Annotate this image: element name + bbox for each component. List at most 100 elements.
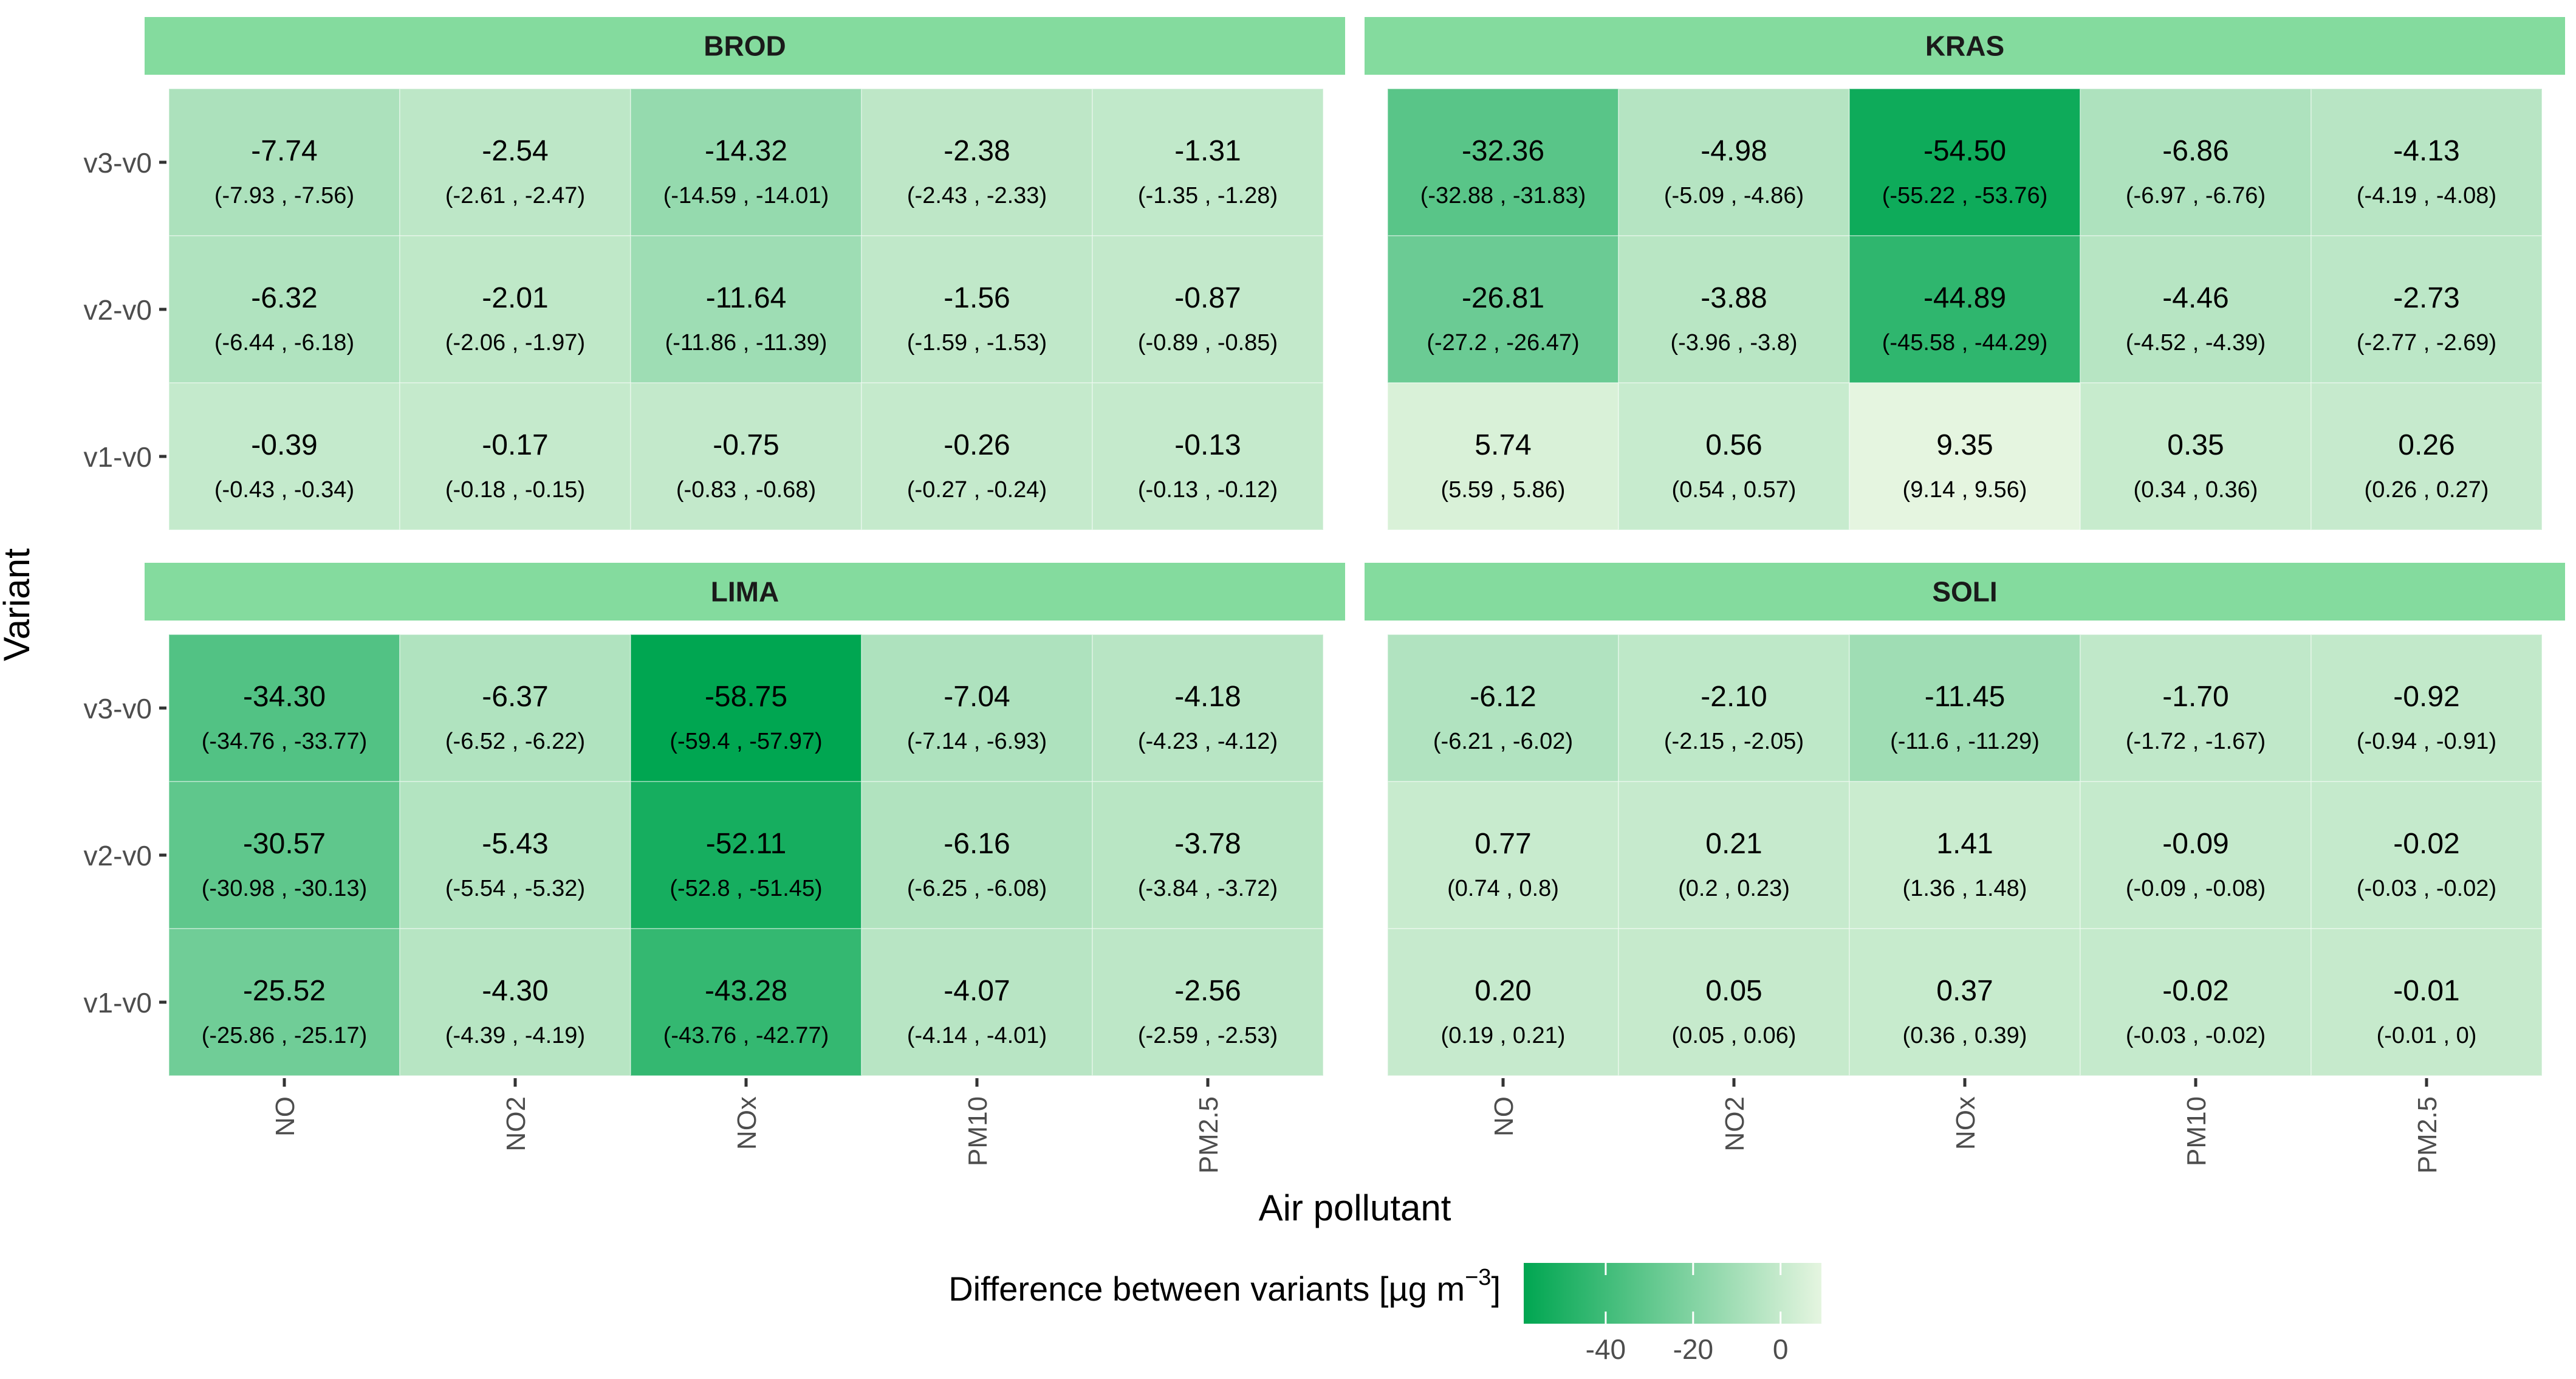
cell-value-label: -54.50 (1923, 135, 2006, 167)
panel-strip (1365, 17, 2565, 75)
heatmap-cell (2311, 781, 2543, 929)
cell-ci-label: (-6.97 , -6.76) (2126, 183, 2266, 208)
legend-tick-label: -40 (1586, 1333, 1626, 1365)
cell-value-label: -43.28 (705, 975, 787, 1007)
x-tick-label: PM10 (963, 1096, 993, 1166)
x-axis-title: Air pollutant (1259, 1188, 1451, 1228)
cell-value-label: 5.74 (1475, 429, 1531, 461)
cell-value-label: -7.04 (944, 681, 1010, 713)
cell-ci-label: (-2.77 , -2.69) (2357, 330, 2496, 356)
cell-value-label: -7.74 (251, 135, 317, 167)
cell-ci-label: (-4.19 , -4.08) (2357, 183, 2496, 208)
x-tick-label: NO (270, 1096, 300, 1137)
y-tick-label: v3-v0 (84, 693, 152, 724)
heatmap-cell (630, 634, 862, 782)
cell-ci-label: (-4.14 , -4.01) (907, 1023, 1047, 1048)
cell-value-label: 0.37 (1936, 975, 1993, 1007)
heatmap-cell (1849, 382, 2081, 531)
cell-ci-label: (-0.09 , -0.08) (2126, 876, 2266, 901)
cell-value-label: -2.10 (1701, 681, 1767, 713)
cell-value-label: -4.30 (482, 975, 548, 1007)
cell-ci-label: (-7.14 , -6.93) (907, 729, 1047, 754)
legend-title: Difference between variants [µg m−3] (948, 1265, 1501, 1308)
cell-ci-label: (-4.23 , -4.12) (1138, 729, 1278, 754)
heatmap-cell (1618, 382, 1850, 531)
heatmap-cell (2311, 88, 2543, 236)
cell-value-label: -1.56 (944, 282, 1010, 314)
y-tick-label: v2-v0 (84, 294, 152, 326)
heatmap-cell (1849, 781, 2081, 929)
panel-brod: BROD -7.74 (-7.93 , -7.56) -2.54 (-2.61 , -2… (84, 17, 1345, 531)
cell-ci-label: (-0.94 , -0.91) (2357, 729, 2496, 754)
heatmap-cell (1849, 235, 2081, 383)
cell-ci-label: (0.36 , 0.39) (1903, 1023, 2027, 1048)
heatmap-cell (630, 928, 862, 1076)
panel-title: BROD (704, 30, 786, 62)
cell-ci-label: (-7.93 , -7.56) (214, 183, 354, 208)
cell-value-label: 0.77 (1475, 828, 1531, 860)
cell-ci-label: (0.05 , 0.06) (1672, 1023, 1797, 1048)
heatmap-cell (168, 928, 400, 1076)
heatmap-cell (1092, 781, 1324, 929)
cell-ci-label: (-4.52 , -4.39) (2126, 330, 2266, 356)
cell-value-label: -0.02 (2393, 828, 2459, 860)
cell-value-label: -2.56 (1174, 975, 1241, 1007)
cell-ci-label: (-0.18 , -0.15) (445, 477, 585, 503)
heatmap-cell (2080, 781, 2312, 929)
cell-ci-label: (-11.86 , -11.39) (665, 330, 827, 356)
heatmap-cell (1618, 634, 1850, 782)
cell-ci-label: (-0.89 , -0.85) (1138, 330, 1278, 356)
cell-ci-label: (-6.21 , -6.02) (1433, 729, 1573, 754)
cell-value-label: -0.87 (1174, 282, 1241, 314)
cell-ci-label: (9.14 , 9.56) (1903, 477, 2027, 503)
cell-ci-label: (-1.35 , -1.28) (1138, 183, 1278, 208)
cell-value-label: -11.64 (706, 282, 787, 314)
cell-value-label: -6.32 (251, 282, 317, 314)
heatmap-cell (1387, 382, 1619, 531)
cell-ci-label: (-43.76 , -42.77) (663, 1023, 829, 1048)
heatmap-cell (1387, 88, 1619, 236)
y-tick-label: v3-v0 (84, 147, 152, 179)
heatmap-cell (399, 382, 631, 531)
cell-ci-label: (-1.72 , -1.67) (2126, 729, 2266, 754)
cell-ci-label: (-45.58 , -44.29) (1882, 330, 2047, 356)
heatmap-cell (630, 235, 862, 383)
panel-title: KRAS (1925, 30, 2004, 62)
y-axis-title: Variant (0, 548, 37, 661)
cell-ci-label: (-0.27 , -0.24) (907, 477, 1047, 503)
heatmap-cell (1618, 781, 1850, 929)
heatmap-cell (861, 382, 1093, 531)
cell-ci-label: (0.26 , 0.27) (2365, 477, 2489, 503)
heatmap-cell (861, 235, 1093, 383)
cell-value-label: -52.11 (706, 828, 787, 860)
cell-value-label: -6.37 (482, 681, 548, 713)
cell-ci-label: (-0.03 , -0.02) (2357, 876, 2496, 901)
cell-value-label: -2.73 (2393, 282, 2459, 314)
x-tick-label: NOx (1951, 1096, 1981, 1150)
cell-value-label: -0.09 (2162, 828, 2228, 860)
heatmap-cell (1387, 781, 1619, 929)
cell-value-label: -58.75 (705, 681, 787, 713)
cell-value-label: -2.54 (482, 135, 548, 167)
panel-title: LIMA (711, 576, 779, 608)
cell-value-label: -0.26 (944, 429, 1010, 461)
cell-value-label: 1.41 (1936, 828, 1993, 860)
heatmap-cell (2080, 88, 2312, 236)
cell-ci-label: (-2.61 , -2.47) (445, 183, 585, 208)
cell-value-label: 0.26 (2398, 429, 2454, 461)
cell-ci-label: (0.2 , 0.23) (1678, 876, 1790, 901)
legend-ticks: -40 -20 0 (1586, 1263, 1789, 1365)
heatmap-cell (2311, 235, 2543, 383)
heatmap-cell (2311, 382, 2543, 531)
x-tick-label: PM10 (2182, 1096, 2211, 1166)
cell-ci-label: (5.59 , 5.86) (1441, 477, 1566, 503)
heatmap-cell (630, 781, 862, 929)
heatmap-cell (168, 634, 400, 782)
cell-value-label: -2.38 (944, 135, 1010, 167)
cell-value-label: -0.13 (1174, 429, 1241, 461)
cell-value-label: -4.07 (944, 975, 1010, 1007)
cell-ci-label: (-4.39 , -4.19) (445, 1023, 585, 1048)
cell-ci-label: (-52.8 , -51.45) (670, 876, 822, 901)
cell-ci-label: (-11.6 , -11.29) (1890, 729, 2040, 754)
cell-ci-label: (-5.09 , -4.86) (1664, 183, 1804, 208)
